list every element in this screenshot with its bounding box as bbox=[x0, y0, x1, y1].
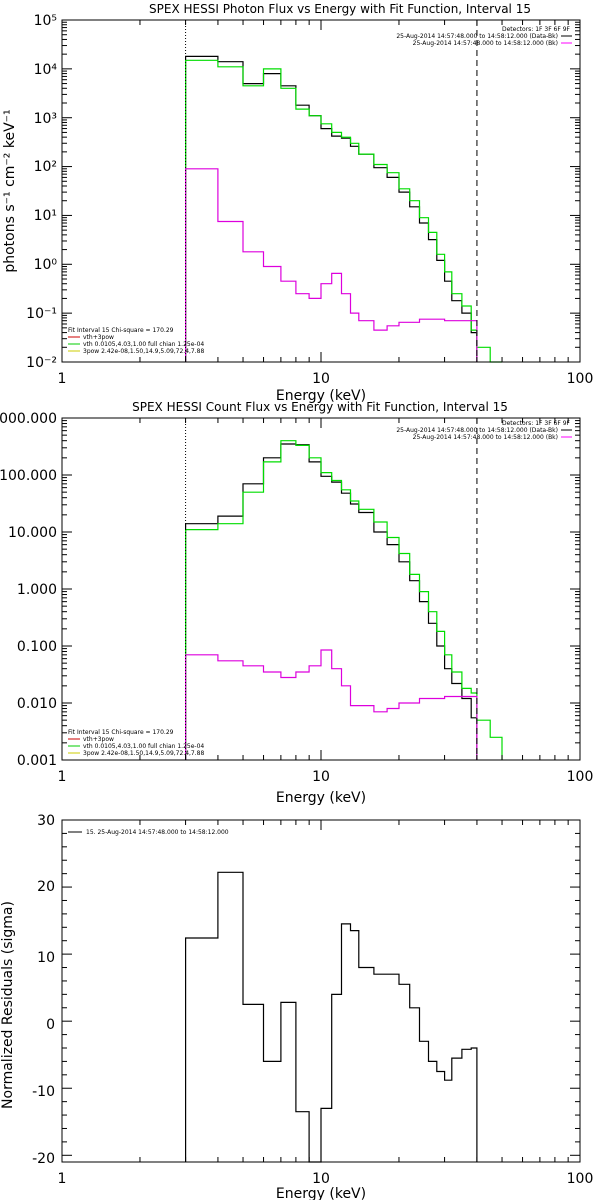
y-axis-label: Normalized Residuals (sigma) bbox=[0, 901, 16, 1109]
x-tick-label: 100 bbox=[567, 769, 594, 785]
legend-header: Fit Interval 15 Chi-square = 170.29 bbox=[68, 729, 174, 736]
x-ticks bbox=[61, 418, 569, 760]
y-tick-label: 0.010 bbox=[17, 696, 57, 712]
y-tick-label: 0 bbox=[46, 1017, 55, 1033]
x-tick-label: 1 bbox=[58, 1171, 67, 1187]
legend-entry: 25-Aug-2014 14:57:48.000 to 14:58:12.000… bbox=[396, 427, 558, 434]
legend-right: Detectors: 1F 3F 6F 9F 25-Aug-2014 14:57… bbox=[396, 26, 572, 47]
plot-frame bbox=[61, 19, 581, 363]
y-ticks bbox=[62, 420, 580, 761]
chart-title: SPEX HESSI Photon Flux vs Energy with Fi… bbox=[149, 2, 531, 16]
residuals-chart: 1 10 100 Energy (keV) Normalized Residua… bbox=[0, 813, 593, 1200]
legend-entry: 25-Aug-2014 14:57:48.000 to 14:58:12.000… bbox=[413, 40, 558, 47]
y-tick-label: 1000.000 bbox=[0, 411, 57, 427]
y-tick-label: 100.000 bbox=[0, 468, 57, 484]
x-axis-label: Energy (keV) bbox=[276, 790, 366, 806]
x-tick-label: 100 bbox=[567, 1171, 594, 1187]
y-tick-label: 10⁴ bbox=[34, 62, 58, 78]
y-tick-label: 10⁰ bbox=[34, 257, 58, 273]
legend-left: Fit Interval 15 Chi-square = 170.29 vth+… bbox=[68, 327, 204, 355]
x-tick-label: 1 bbox=[58, 769, 67, 785]
vertical-markers bbox=[185, 20, 478, 362]
y-tick-label: 10.000 bbox=[8, 525, 57, 541]
y-axis-label: photons s⁻¹ cm⁻² keV⁻¹ bbox=[2, 109, 18, 272]
x-ticks bbox=[61, 820, 569, 1162]
y-tick-label: -10 bbox=[32, 1084, 55, 1100]
y-tick-label: -20 bbox=[32, 1151, 55, 1167]
y-tick-label: 10 bbox=[37, 950, 55, 966]
y-tick-label: 30 bbox=[37, 813, 55, 829]
legend-entry: 15. 25-Aug-2014 14:57:48.000 to 14:58:12… bbox=[86, 829, 229, 836]
series-line bbox=[185, 168, 478, 362]
x-tick-label: 1 bbox=[58, 371, 67, 387]
legend-entry: 25-Aug-2014 14:57:48.000 to 14:58:12.000… bbox=[413, 434, 558, 441]
y-tick-label: 0.100 bbox=[17, 639, 57, 655]
x-axis-label: Energy (keV) bbox=[276, 388, 366, 404]
legend-header: Detectors: 1F 3F 6F 9F bbox=[502, 26, 571, 33]
legend-entry: 3pow 2.42e-08,1.50,14.9,5.09,72.4,7.88 bbox=[83, 750, 204, 757]
y-tick-label: 10⁻² bbox=[26, 355, 57, 371]
y-tick-label: 1.000 bbox=[17, 582, 57, 598]
legend-header: Detectors: 1F 3F 6F 9F bbox=[502, 420, 571, 427]
series-group bbox=[185, 440, 503, 760]
y-ticks bbox=[62, 819, 580, 1156]
x-tick-label: 10 bbox=[312, 1171, 330, 1187]
legend-left: Fit Interval 15 Chi-square = 170.29 vth+… bbox=[68, 729, 204, 757]
legend-entry: vth 0.0105,4.03,1.00 full chian 1.25e-04 bbox=[83, 743, 204, 750]
series-line bbox=[185, 55, 478, 362]
series-line bbox=[185, 871, 478, 1163]
y-tick-label: 10⁵ bbox=[34, 13, 57, 29]
count-flux-chart: SPEX HESSI Count Flux vs Energy with Fit… bbox=[0, 400, 593, 806]
y-tick-label: 10⁻¹ bbox=[26, 306, 57, 322]
y-ticks bbox=[62, 21, 580, 363]
series-line bbox=[185, 649, 478, 760]
legend-entry: 3pow 2.42e-08,1.50,14.9,5.09,72.4,7.88 bbox=[83, 348, 204, 355]
series-group bbox=[185, 55, 502, 363]
series-group bbox=[185, 871, 478, 1163]
series-line bbox=[185, 59, 502, 363]
x-axis-label: Energy (keV) bbox=[276, 1186, 366, 1200]
x-tick-label: 10 bbox=[312, 371, 330, 387]
photon-flux-chart: SPEX HESSI Photon Flux vs Energy with Fi… bbox=[2, 2, 593, 404]
y-tick-label: 10¹ bbox=[34, 208, 57, 224]
series-line bbox=[185, 440, 503, 760]
legend-header: Fit Interval 15 Chi-square = 170.29 bbox=[68, 327, 174, 334]
y-tick-label: 0.001 bbox=[17, 753, 57, 769]
legend-entry: 25-Aug-2014 14:57:48.000 to 14:58:12.000… bbox=[396, 33, 558, 40]
x-tick-label: 100 bbox=[567, 371, 594, 387]
y-tick-label: 20 bbox=[37, 879, 55, 895]
x-tick-label: 10 bbox=[312, 769, 330, 785]
x-ticks bbox=[61, 20, 569, 362]
legend-entry: vth+3pow bbox=[83, 334, 114, 341]
y-tick-label: 10² bbox=[34, 159, 57, 175]
vertical-markers bbox=[185, 418, 478, 760]
y-tick-label: 10³ bbox=[34, 111, 57, 127]
legend-left: 15. 25-Aug-2014 14:57:48.000 to 14:58:12… bbox=[68, 829, 229, 836]
legend-right: Detectors: 1F 3F 6F 9F 25-Aug-2014 14:57… bbox=[396, 420, 572, 441]
legend-entry: vth 0.0105,4.03,1.00 full chian 1.25e-04 bbox=[83, 341, 204, 348]
chart-title: SPEX HESSI Count Flux vs Energy with Fit… bbox=[132, 400, 508, 414]
series-line bbox=[185, 443, 478, 760]
legend-entry: vth+3pow bbox=[83, 736, 114, 743]
